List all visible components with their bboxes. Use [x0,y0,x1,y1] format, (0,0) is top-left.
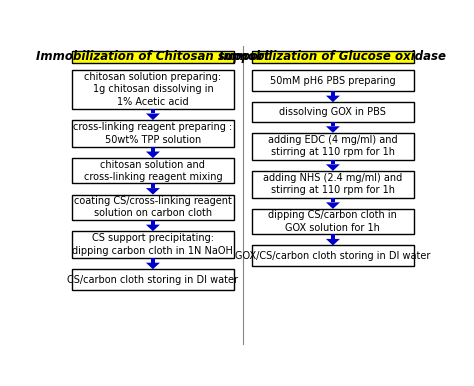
FancyBboxPatch shape [151,147,155,152]
FancyBboxPatch shape [331,234,335,239]
FancyBboxPatch shape [331,159,335,164]
Polygon shape [326,202,340,209]
Polygon shape [146,263,160,269]
Bar [72,158,234,183]
Text: chitosan solution and
cross-linking reagent mixing: chitosan solution and cross-linking reag… [83,159,222,182]
Text: CS/carbon cloth storing in DI water: CS/carbon cloth storing in DI water [67,274,238,284]
Bar [252,171,414,198]
FancyBboxPatch shape [151,220,155,225]
Polygon shape [146,225,160,231]
FancyBboxPatch shape [151,183,155,188]
Text: coating CS/cross-linking reagent
solution on carbon cloth: coating CS/cross-linking reagent solutio… [74,196,232,218]
Bar [252,70,414,91]
Text: CS support precipitating:
dipping carbon cloth in 1N NaOH: CS support precipitating: dipping carbon… [73,234,233,256]
Polygon shape [146,152,160,158]
Polygon shape [326,239,340,245]
FancyBboxPatch shape [151,109,155,113]
Polygon shape [146,188,160,195]
FancyBboxPatch shape [151,258,155,263]
FancyBboxPatch shape [331,122,335,126]
Text: chitosan solution preparing:
1g chitosan dissolving in
1% Acetic acid: chitosan solution preparing: 1g chitosan… [84,72,221,107]
Bar [252,133,414,159]
Bar [252,51,414,63]
Text: adding NHS (2.4 mg/ml) and
stirring at 110 rpm for 1h: adding NHS (2.4 mg/ml) and stirring at 1… [263,173,402,195]
Polygon shape [326,126,340,133]
Bar [72,195,234,220]
Bar [72,51,234,63]
FancyBboxPatch shape [331,198,335,202]
Bar [72,70,234,109]
Text: GOX/CS/carbon cloth storing in DI water: GOX/CS/carbon cloth storing in DI water [235,251,430,261]
Bar [72,231,234,258]
Text: adding EDC (4 mg/ml) and
stirring at 110 rpm for 1h: adding EDC (4 mg/ml) and stirring at 110… [268,135,398,157]
Bar [72,269,234,290]
Text: Immobilization of Glucose oxidase: Immobilization of Glucose oxidase [219,50,447,63]
Text: dipping CS/carbon cloth in
GOX solution for 1h: dipping CS/carbon cloth in GOX solution … [268,210,397,233]
Bar [72,120,234,147]
Bar [252,245,414,266]
Text: Immobilization of Chitosan support: Immobilization of Chitosan support [36,50,270,63]
Bar [252,209,414,234]
Polygon shape [326,96,340,102]
Polygon shape [146,113,160,120]
Polygon shape [326,164,340,171]
Text: 50mM pH6 PBS preparing: 50mM pH6 PBS preparing [270,76,396,86]
FancyBboxPatch shape [331,91,335,96]
Text: dissolving GOX in PBS: dissolving GOX in PBS [280,107,386,117]
Bar [252,102,414,122]
Text: cross-linking reagent preparing :
50wt% TPP solution: cross-linking reagent preparing : 50wt% … [73,122,233,145]
